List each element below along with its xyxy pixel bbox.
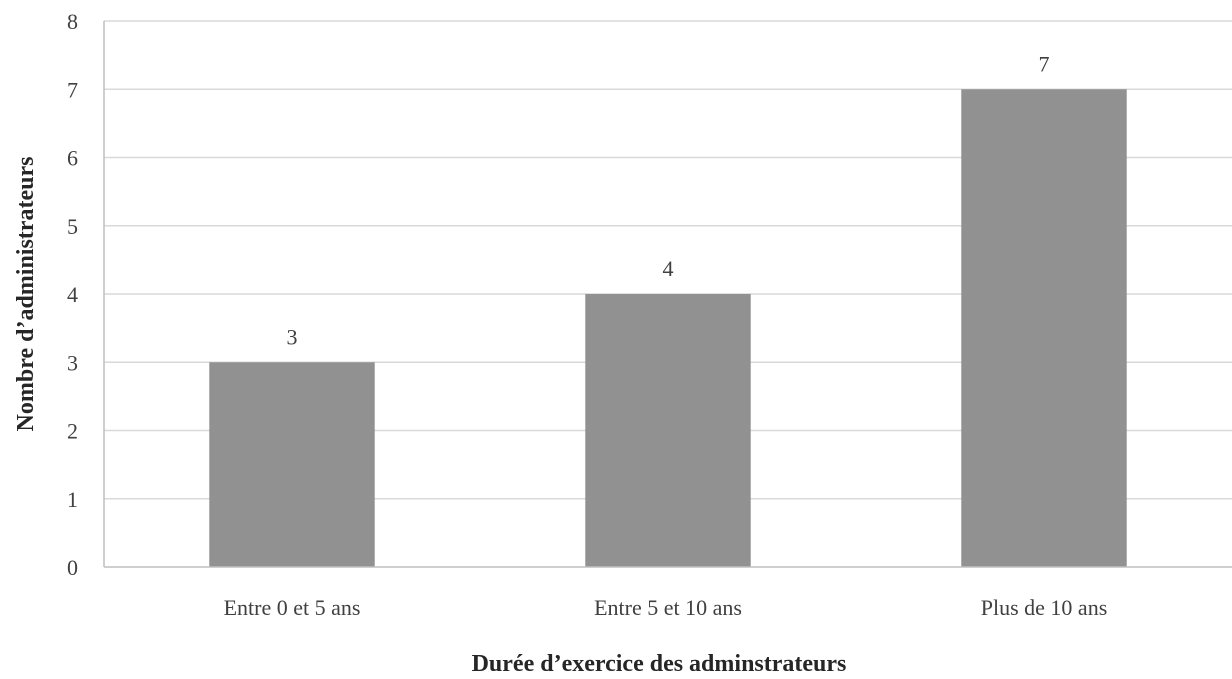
- y-tick-label: 3: [67, 350, 78, 375]
- y-tick-label: 5: [67, 214, 78, 239]
- x-tick-labels: Entre 0 et 5 ans Entre 5 et 10 ans Plus de…: [224, 595, 1108, 620]
- y-tick-label: 0: [67, 555, 78, 580]
- y-axis-title: Nombre d’administrateurs: [13, 157, 39, 432]
- x-axis-title: Durée d’exercice des adminstrateurs: [472, 651, 847, 677]
- bars: [209, 89, 1127, 567]
- axes: [103, 21, 1232, 568]
- data-label: 7: [1039, 51, 1050, 76]
- data-label: 3: [287, 324, 298, 349]
- data-labels: 3 4 7: [287, 51, 1050, 349]
- y-tick-label: 8: [67, 9, 78, 34]
- bar: [209, 362, 375, 567]
- bar: [961, 89, 1127, 567]
- y-tick-label: 6: [67, 146, 78, 171]
- y-tick-labels: 0 1 2 3 4 5 6 7 8: [67, 9, 78, 580]
- y-tick-label: 2: [67, 419, 78, 444]
- bar: [585, 294, 751, 567]
- y-tick-label: 4: [67, 282, 78, 307]
- x-tick-label: Entre 0 et 5 ans: [224, 595, 361, 620]
- data-label: 4: [663, 256, 674, 281]
- y-tick-label: 7: [67, 77, 78, 102]
- x-tick-label: Entre 5 et 10 ans: [594, 595, 742, 620]
- x-tick-label: Plus de 10 ans: [981, 595, 1108, 620]
- y-tick-label: 1: [67, 487, 78, 512]
